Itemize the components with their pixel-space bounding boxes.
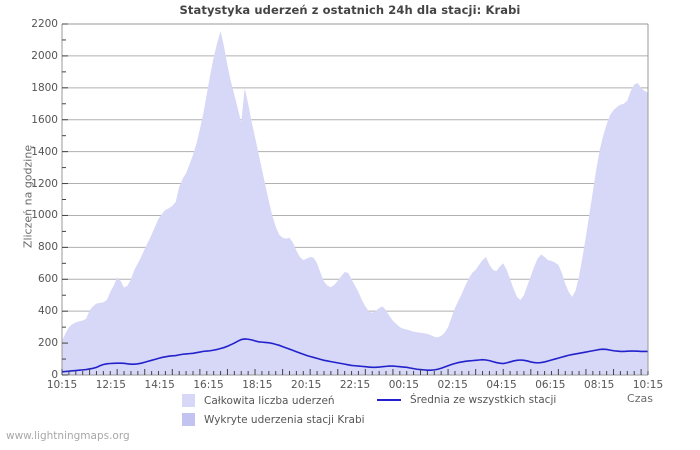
chart-legend: Całkowita liczba uderzeń Wykryte uderzen… <box>0 392 700 440</box>
x-tick-label: 12:15 <box>95 379 126 391</box>
x-axis-label: Czas <box>627 392 653 405</box>
legend-line-mean <box>377 399 401 401</box>
x-tick-label: 14:15 <box>144 379 175 391</box>
x-tick-label: 10:15 <box>46 379 78 391</box>
y-tick-label: 2000 <box>31 49 58 62</box>
x-tick-label: 00:15 <box>388 379 419 391</box>
y-tick-label: 1200 <box>31 177 58 190</box>
y-tick-label: 600 <box>37 273 58 286</box>
y-tick-label: 400 <box>37 305 58 318</box>
legend-item-total: Całkowita liczba uderzeń <box>182 394 335 407</box>
x-tick-label: 10:15 <box>632 379 664 391</box>
y-tick-label: 800 <box>37 241 58 254</box>
legend-label-mean: Średnia ze wszystkich stacji <box>410 394 557 406</box>
footer-watermark: www.lightningmaps.org <box>6 430 130 442</box>
page-title: Statystyka uderzeń z ostatnich 24h dla s… <box>179 3 521 17</box>
y-tick-label: 1800 <box>31 81 58 94</box>
y-tick-label: 0 <box>51 369 58 381</box>
y-tick-label: 2200 <box>31 18 58 30</box>
legend-swatch-total-strikes <box>182 394 195 407</box>
x-tick-label: 20:15 <box>291 379 322 391</box>
x-tick-label: 16:15 <box>193 379 224 391</box>
y-tick-label: 1000 <box>31 209 58 222</box>
x-tick-label: 22:15 <box>339 379 371 391</box>
y-tick-label: 1400 <box>31 145 58 158</box>
y-axis-ticks: 0 200 400 600 800 1000 1200 1400 1600 1800 2000 220… <box>0 0 58 450</box>
x-tick-label: 06:15 <box>535 379 566 391</box>
x-tick-label: 02:15 <box>437 379 468 391</box>
legend-item-mean: Średnia ze wszystkich stacji <box>377 394 556 406</box>
x-tick-label: 18:15 <box>242 379 273 391</box>
x-tick-label: 04:15 <box>486 379 517 391</box>
legend-label-station-strikes: Wykryte uderzenia stacji Krabi <box>204 413 365 426</box>
y-tick-label: 1600 <box>31 113 58 126</box>
legend-label-total-strikes: Całkowita liczba uderzeń <box>204 394 335 407</box>
x-tick-label: 08:15 <box>584 379 615 391</box>
y-tick-label: 200 <box>37 337 58 350</box>
legend-swatch-station-strikes <box>182 413 195 426</box>
legend-item-station: Wykryte uderzenia stacji Krabi <box>182 413 365 426</box>
